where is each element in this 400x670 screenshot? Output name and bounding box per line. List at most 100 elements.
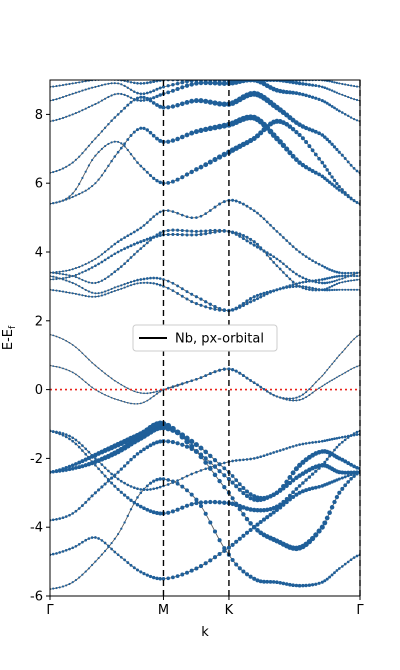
projection-point [323, 281, 327, 285]
projection-point [94, 154, 97, 157]
projection-point [291, 245, 295, 248]
projection-point [265, 251, 269, 255]
projection-point [300, 136, 305, 141]
projection-point [166, 232, 170, 237]
projection-point [90, 460, 94, 464]
projection-point [346, 470, 351, 475]
projection-point [170, 104, 176, 109]
projection-point [161, 105, 166, 110]
projection-point [113, 93, 116, 96]
projection-point [222, 200, 226, 204]
projection-point [180, 505, 185, 510]
projection-point [184, 132, 190, 138]
projection-point [104, 293, 107, 296]
projection-point [52, 278, 55, 281]
projection-point [294, 81, 299, 85]
projection-point [91, 281, 94, 285]
projection-point [344, 347, 347, 350]
projection-point [341, 271, 344, 275]
projection-point [78, 265, 81, 269]
projection-point [275, 450, 279, 453]
projection-point [81, 80, 84, 83]
projection-point [230, 557, 235, 563]
projection-point [180, 228, 184, 233]
projection-point [314, 381, 317, 384]
projection-point [343, 483, 348, 488]
projection-point [307, 94, 312, 99]
projection-point [119, 109, 123, 113]
projection-point [252, 576, 257, 581]
projection-point [176, 284, 180, 288]
projection-point [129, 256, 133, 259]
projection-point [116, 470, 120, 474]
projection-point [295, 272, 298, 276]
projection-point [275, 395, 278, 398]
projection-point [282, 236, 285, 239]
projection-point [305, 391, 308, 394]
projection-point [325, 287, 329, 290]
projection-point [237, 536, 242, 541]
projection-point [71, 192, 74, 195]
projection-point [264, 125, 271, 131]
projection-point [166, 439, 171, 444]
projection-point [110, 547, 113, 551]
projection-point [145, 277, 149, 280]
projection-point [340, 486, 345, 491]
projection-point [272, 255, 276, 259]
projection-point [91, 361, 93, 364]
projection-point [133, 97, 136, 101]
projection-point [67, 464, 72, 469]
projection-point [166, 209, 170, 212]
projection-point [166, 105, 171, 110]
projection-point [110, 481, 114, 485]
projection-point [310, 472, 315, 476]
projection-point [189, 443, 195, 450]
projection-point [64, 433, 68, 436]
projection-point [170, 509, 175, 514]
projection-point [333, 279, 336, 283]
projection-point [84, 355, 87, 358]
projection-point [110, 377, 113, 380]
projection-point [126, 401, 129, 404]
plot-frame [49, 79, 361, 597]
projection-point [91, 159, 94, 162]
projection-point [68, 291, 71, 294]
projection-point [244, 516, 250, 522]
projection-point [97, 460, 100, 463]
projection-point [275, 257, 279, 261]
projection-point [68, 163, 71, 166]
projection-point [166, 228, 170, 233]
projection-point [83, 457, 88, 462]
projection-point [333, 288, 336, 292]
projection-point [284, 582, 289, 586]
projection-point [110, 476, 114, 480]
projection-point [198, 445, 204, 451]
projection-point [170, 138, 176, 143]
projection-point [74, 158, 77, 161]
projection-point [104, 549, 107, 553]
projection-point [255, 245, 260, 249]
projection-point [61, 167, 65, 170]
projection-point [284, 90, 289, 95]
projection-point [222, 473, 227, 478]
projection-point [58, 290, 61, 293]
projection-point [136, 98, 139, 102]
projection-point [313, 170, 318, 175]
projection-point [204, 229, 208, 233]
projection-point [297, 473, 302, 478]
projection-point [326, 382, 329, 384]
projection-point [87, 497, 91, 501]
projection-point [97, 295, 100, 298]
projection-point [304, 277, 308, 281]
projection-point [304, 93, 308, 98]
projection-point [238, 200, 242, 204]
projection-point [106, 478, 110, 481]
projection-point [343, 274, 347, 278]
projection-point [238, 458, 242, 462]
projection-point [324, 515, 330, 521]
projection-point [332, 145, 337, 149]
projection-point [203, 460, 209, 465]
projection-point [327, 510, 332, 516]
projection-point [323, 439, 327, 443]
y-tick-label: -6 [30, 590, 43, 605]
